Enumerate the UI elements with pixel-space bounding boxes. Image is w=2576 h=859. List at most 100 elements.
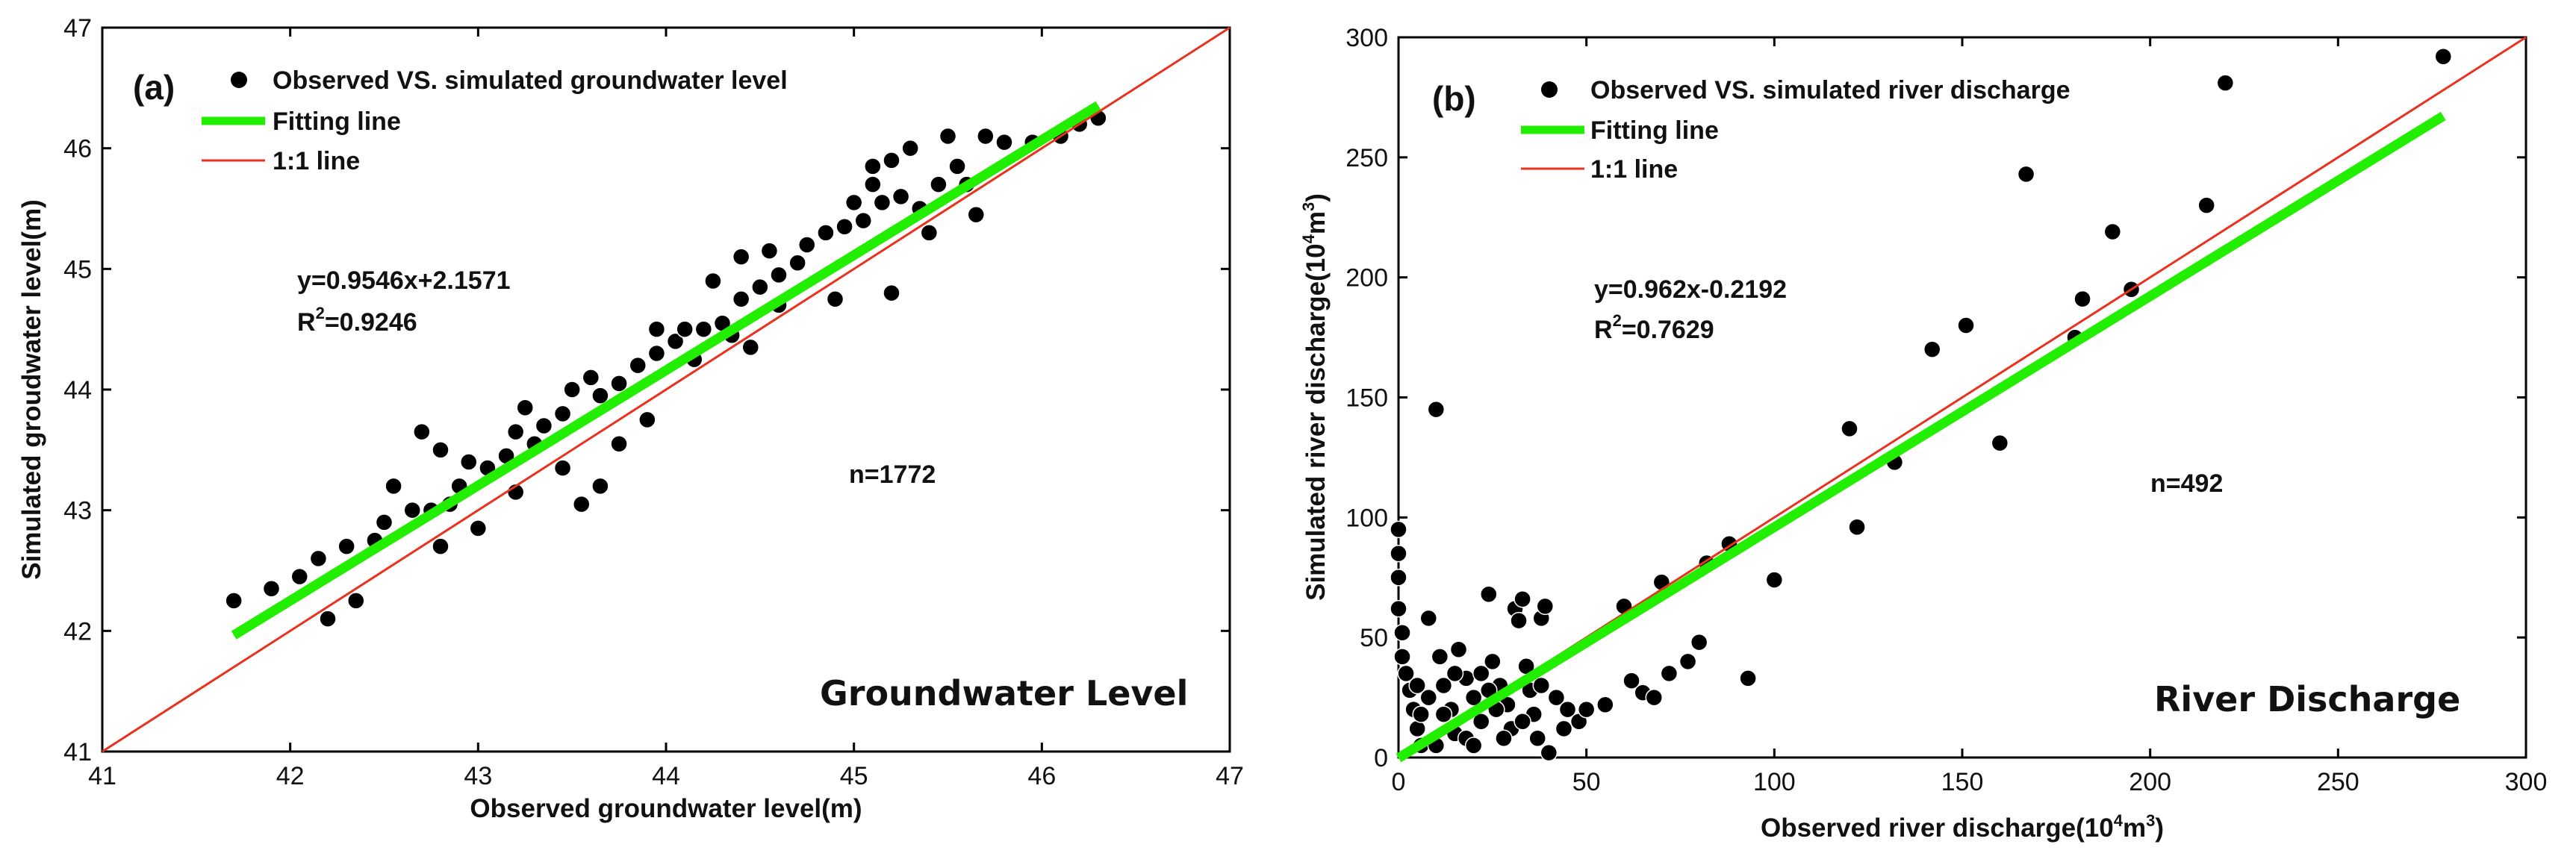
data-point	[2434, 47, 2453, 66]
data-point	[1765, 571, 1784, 589]
data-point	[1510, 611, 1528, 630]
data-point	[535, 416, 553, 435]
legend-observed-label: Observed VS. simulated river discharge	[1590, 76, 2071, 104]
data-point	[1513, 713, 1531, 731]
panel-a-fitting-line	[231, 101, 1101, 640]
data-point	[1464, 737, 1483, 755]
data-point	[347, 592, 365, 610]
data-point	[1408, 676, 1426, 695]
data-point	[1446, 664, 1464, 683]
data-point	[1480, 585, 1498, 604]
data-point	[1536, 597, 1555, 616]
data-point	[225, 592, 243, 610]
data-point	[732, 248, 750, 266]
data-point	[1412, 705, 1430, 723]
data-point	[403, 501, 421, 519]
data-point	[385, 477, 402, 496]
y-tick-label: 50	[1360, 624, 1388, 652]
data-point	[647, 320, 666, 338]
data-point	[732, 290, 750, 308]
panel-b-legend: Observed VS. simulated river discharge F…	[1521, 76, 2071, 184]
data-point	[1577, 700, 1596, 719]
data-point	[1532, 676, 1551, 695]
data-point	[751, 278, 769, 296]
y-tick-label: 45	[63, 255, 92, 284]
y-tick-label: 0	[1374, 744, 1388, 772]
data-point	[1390, 599, 1407, 618]
data-point	[337, 537, 355, 555]
data-point	[1390, 544, 1407, 563]
data-point	[1393, 623, 1411, 642]
data-point	[854, 211, 872, 230]
x-tick-label: 200	[2129, 768, 2171, 796]
data-point	[610, 375, 628, 393]
data-point	[2216, 74, 2235, 92]
data-point	[413, 422, 431, 441]
data-point	[817, 224, 835, 242]
panel-a-label: (a)	[133, 68, 175, 107]
data-point	[1679, 652, 1697, 671]
data-point	[638, 410, 656, 429]
x-tick-label: 0	[1392, 768, 1406, 796]
data-point	[262, 580, 281, 598]
x-tick-label: 42	[276, 762, 305, 790]
data-point	[1645, 688, 1664, 707]
y-tick-label: 42	[63, 617, 92, 646]
panel-a-y-axis-label: Simulated groudwater level(m)	[17, 199, 46, 580]
panel-b-y-axis-label: Simulated river discharge(104m3)	[1299, 193, 1331, 601]
data-point	[516, 399, 534, 416]
data-point	[883, 284, 900, 302]
panel-b-sample-size: n=492	[2150, 469, 2223, 498]
data-point	[553, 404, 572, 423]
legend-one-to-one-label: 1:1 line	[1590, 155, 1678, 184]
data-point	[460, 453, 478, 471]
data-point	[1660, 664, 1679, 683]
data-point	[1464, 688, 1483, 707]
data-point	[948, 157, 966, 175]
data-point	[1555, 719, 1573, 738]
data-point	[977, 127, 995, 146]
data-point	[1390, 569, 1407, 587]
data-point	[666, 332, 685, 351]
data-point	[967, 205, 985, 224]
y-tick-label: 47	[63, 14, 92, 43]
x-tick-label: 46	[1027, 762, 1056, 790]
y-tick-label: 250	[1345, 144, 1388, 172]
x-tick-label: 45	[840, 762, 868, 790]
x-tick-label: 100	[1753, 768, 1796, 796]
panel-b-r-squared: R2=0.7629	[1594, 311, 1714, 344]
data-point	[591, 387, 609, 404]
x-tick-label: 150	[1941, 768, 1984, 796]
panel-a-r-squared: R2=0.9246	[297, 304, 417, 337]
panel-b-label: (b)	[1432, 79, 1476, 118]
data-point	[1434, 676, 1453, 695]
y-tick-label: 300	[1345, 24, 1388, 52]
data-point	[883, 152, 900, 169]
x-tick-label: 41	[88, 762, 116, 790]
data-point	[1427, 400, 1446, 419]
y-tick-label: 44	[63, 376, 92, 404]
panel-b-x-axis-label: Observed river discharge(104m3)	[1761, 811, 2164, 843]
data-point	[2103, 222, 2122, 241]
panel-a-legend: Observed VS. simulated groundwater level…	[202, 66, 788, 175]
y-tick-label: 100	[1345, 504, 1388, 532]
data-point	[676, 320, 694, 338]
data-point	[290, 567, 308, 586]
data-point	[469, 519, 488, 537]
data-point	[694, 320, 713, 338]
data-point	[760, 242, 779, 260]
x-tick-label: 44	[652, 762, 680, 790]
data-point	[1596, 696, 1614, 713]
panel-a-one-to-one-line	[102, 26, 1231, 753]
data-point	[1472, 713, 1490, 731]
data-point	[770, 266, 788, 284]
panel-b-ticks: 0 50 100 150 200 250 300 0 50 100 150 200 250 300	[1345, 24, 2547, 796]
panel-a-equation: y=0.9546x+2.1571	[297, 266, 511, 295]
data-point	[1528, 729, 1546, 748]
data-point	[563, 381, 581, 399]
data-point	[1397, 664, 1415, 683]
data-point	[553, 459, 572, 477]
data-point	[864, 157, 882, 175]
data-point	[864, 175, 882, 193]
